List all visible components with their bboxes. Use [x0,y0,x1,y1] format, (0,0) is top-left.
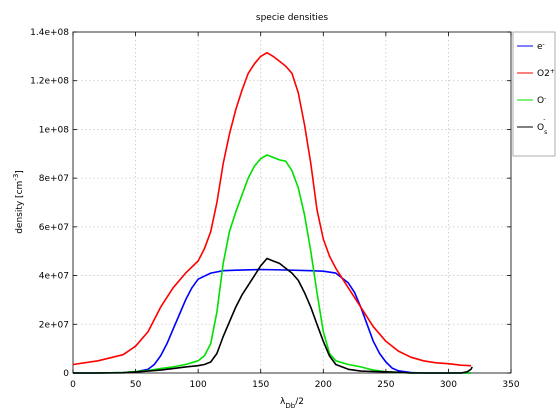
y-tick-label: 6e+07 [39,223,69,233]
x-tick-label: 50 [130,380,142,390]
x-tick-label: 250 [377,380,394,390]
y-tick-label: 0 [63,369,69,379]
x-tick-label: 350 [502,380,519,390]
x-tick-label: 150 [252,380,269,390]
legend-label: O2+ [537,68,555,80]
y-axis-ticks: 0 2e+07 4e+07 6e+07 8e+07 1e+08 1.2e+08 1.4e+08 [30,28,511,379]
y-tick-label: 1e+08 [39,125,70,135]
chart-title: specie densities [256,13,328,23]
legend-label: Os- [537,116,547,136]
legend-label: e- [537,41,545,53]
y-tick-label: 4e+07 [39,272,69,282]
legend-label: O- [537,95,546,107]
y-axis-label: density [cm-3] [12,170,25,234]
legend: e- O2+ O- Os- [512,31,556,157]
y-tick-label: 1.4e+08 [30,28,69,38]
legend-box [512,31,556,157]
x-axis-ticks: 0 50 100 150 200 250 300 350 [70,32,520,390]
series-layer [72,51,473,374]
series-line-2 [72,51,472,367]
grid [73,32,511,373]
y-tick-label: 2e+07 [39,320,69,330]
y-tick-label: 8e+07 [39,174,69,184]
x-tick-label: 300 [440,380,457,390]
y-tick-label: 1.2e+08 [30,77,69,87]
x-tick-label: 100 [190,380,207,390]
x-tick-label: 200 [315,380,332,390]
series-line-1 [73,268,471,374]
series-line-3 [73,154,471,374]
plot-area-frame [72,31,512,374]
series-line-4 [73,257,473,374]
x-tick-label: 0 [70,380,76,390]
